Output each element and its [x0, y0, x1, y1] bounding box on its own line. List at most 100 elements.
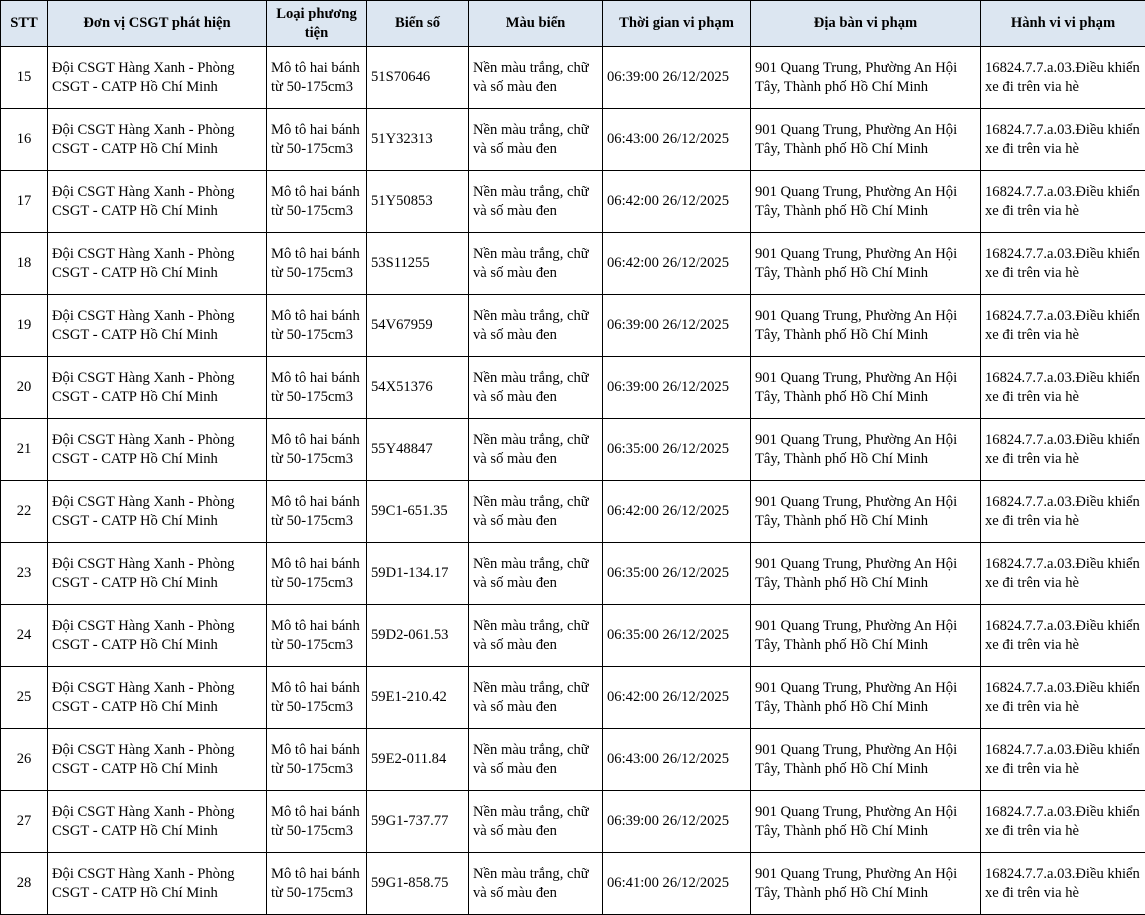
cell-color: Nền màu trắng, chữ và số màu đen [469, 667, 603, 729]
cell-stt: 22 [1, 481, 48, 543]
cell-vehicle: Mô tô hai bánh từ 50-175cm3 [267, 543, 367, 605]
cell-plate-text: 59C1-651.35 [371, 502, 464, 521]
cell-color-text: Nền màu trắng, chữ và số màu đen [473, 865, 598, 902]
cell-color-text: Nền màu trắng, chữ và số màu đen [473, 59, 598, 96]
cell-color-text: Nền màu trắng, chữ và số màu đen [473, 617, 598, 654]
cell-vehicle-text: Mô tô hai bánh từ 50-175cm3 [271, 369, 362, 406]
cell-behavior: 16824.7.7.a.03.Điều khiển xe đi trên via… [981, 357, 1145, 419]
cell-unit: Đội CSGT Hàng Xanh - Phòng CSGT - CATP H… [48, 667, 267, 729]
cell-unit-text: Đội CSGT Hàng Xanh - Phòng CSGT - CATP H… [52, 617, 262, 654]
cell-color-text: Nền màu trắng, chữ và số màu đen [473, 741, 598, 778]
cell-unit: Đội CSGT Hàng Xanh - Phòng CSGT - CATP H… [48, 481, 267, 543]
cell-behavior: 16824.7.7.a.03.Điều khiển xe đi trên via… [981, 791, 1145, 853]
cell-unit-text: Đội CSGT Hàng Xanh - Phòng CSGT - CATP H… [52, 741, 262, 778]
column-header-behavior: Hành vi vi phạm [981, 1, 1145, 47]
cell-time-text: 06:39:00 26/12/2025 [607, 316, 746, 335]
cell-color-text: Nền màu trắng, chữ và số màu đen [473, 803, 598, 840]
cell-color-text: Nền màu trắng, chữ và số màu đen [473, 307, 598, 344]
cell-unit: Đội CSGT Hàng Xanh - Phòng CSGT - CATP H… [48, 791, 267, 853]
cell-color-text: Nền màu trắng, chữ và số màu đen [473, 555, 598, 592]
cell-vehicle: Mô tô hai bánh từ 50-175cm3 [267, 233, 367, 295]
cell-stt-text: 28 [5, 874, 43, 893]
cell-time-text: 06:42:00 26/12/2025 [607, 688, 746, 707]
cell-color: Nền màu trắng, chữ và số màu đen [469, 109, 603, 171]
cell-behavior-text: 16824.7.7.a.03.Điều khiển xe đi trên via… [985, 431, 1141, 468]
cell-plate: 55Y48847 [367, 419, 469, 481]
cell-time-text: 06:41:00 26/12/2025 [607, 874, 746, 893]
column-header-stt: STT [1, 1, 48, 47]
cell-stt: 21 [1, 419, 48, 481]
cell-color-text: Nền màu trắng, chữ và số màu đen [473, 369, 598, 406]
cell-place: 901 Quang Trung, Phường An Hội Tây, Thàn… [751, 853, 981, 915]
cell-plate-text: 59G1-737.77 [371, 812, 464, 831]
cell-vehicle-text: Mô tô hai bánh từ 50-175cm3 [271, 121, 362, 158]
cell-unit-text: Đội CSGT Hàng Xanh - Phòng CSGT - CATP H… [52, 865, 262, 902]
column-header-vehicle: Loại phương tiện [267, 1, 367, 47]
cell-vehicle-text: Mô tô hai bánh từ 50-175cm3 [271, 617, 362, 654]
cell-color: Nền màu trắng, chữ và số màu đen [469, 357, 603, 419]
cell-place: 901 Quang Trung, Phường An Hội Tây, Thàn… [751, 605, 981, 667]
cell-unit: Đội CSGT Hàng Xanh - Phòng CSGT - CATP H… [48, 233, 267, 295]
cell-unit: Đội CSGT Hàng Xanh - Phòng CSGT - CATP H… [48, 109, 267, 171]
cell-stt: 25 [1, 667, 48, 729]
cell-stt-text: 15 [5, 68, 43, 87]
cell-unit-text: Đội CSGT Hàng Xanh - Phòng CSGT - CATP H… [52, 803, 262, 840]
cell-stt: 15 [1, 47, 48, 109]
cell-plate: 54V67959 [367, 295, 469, 357]
cell-place: 901 Quang Trung, Phường An Hội Tây, Thàn… [751, 419, 981, 481]
cell-place: 901 Quang Trung, Phường An Hội Tây, Thàn… [751, 171, 981, 233]
cell-stt: 26 [1, 729, 48, 791]
cell-time-text: 06:39:00 26/12/2025 [607, 812, 746, 831]
cell-vehicle-text: Mô tô hai bánh từ 50-175cm3 [271, 431, 362, 468]
cell-color: Nền màu trắng, chữ và số màu đen [469, 791, 603, 853]
cell-place-text: 901 Quang Trung, Phường An Hội Tây, Thàn… [755, 431, 976, 468]
cell-vehicle-text: Mô tô hai bánh từ 50-175cm3 [271, 245, 362, 282]
cell-behavior: 16824.7.7.a.03.Điều khiển xe đi trên via… [981, 605, 1145, 667]
cell-behavior: 16824.7.7.a.03.Điều khiển xe đi trên via… [981, 419, 1145, 481]
cell-behavior: 16824.7.7.a.03.Điều khiển xe đi trên via… [981, 481, 1145, 543]
cell-stt: 23 [1, 543, 48, 605]
cell-time: 06:43:00 26/12/2025 [603, 729, 751, 791]
cell-unit-text: Đội CSGT Hàng Xanh - Phòng CSGT - CATP H… [52, 679, 262, 716]
cell-color: Nền màu trắng, chữ và số màu đen [469, 481, 603, 543]
cell-unit: Đội CSGT Hàng Xanh - Phòng CSGT - CATP H… [48, 543, 267, 605]
cell-time: 06:35:00 26/12/2025 [603, 419, 751, 481]
cell-vehicle-text: Mô tô hai bánh từ 50-175cm3 [271, 59, 362, 96]
cell-color-text: Nền màu trắng, chữ và số màu đen [473, 245, 598, 282]
column-header-plate: Biển số [367, 1, 469, 47]
cell-color-text: Nền màu trắng, chữ và số màu đen [473, 679, 598, 716]
cell-place-text: 901 Quang Trung, Phường An Hội Tây, Thàn… [755, 307, 976, 344]
cell-plate: 51Y50853 [367, 171, 469, 233]
cell-place-text: 901 Quang Trung, Phường An Hội Tây, Thàn… [755, 555, 976, 592]
table-body: 15 Đội CSGT Hàng Xanh - Phòng CSGT - CATP… [1, 47, 1145, 915]
cell-plate-text: 59E1-210.42 [371, 688, 464, 707]
cell-plate: 59D1-134.17 [367, 543, 469, 605]
cell-plate-text: 59G1-858.75 [371, 874, 464, 893]
cell-unit-text: Đội CSGT Hàng Xanh - Phòng CSGT - CATP H… [52, 555, 262, 592]
cell-place: 901 Quang Trung, Phường An Hội Tây, Thàn… [751, 233, 981, 295]
cell-vehicle-text: Mô tô hai bánh từ 50-175cm3 [271, 555, 362, 592]
cell-behavior-text: 16824.7.7.a.03.Điều khiển xe đi trên via… [985, 803, 1141, 840]
cell-color-text: Nền màu trắng, chữ và số màu đen [473, 493, 598, 530]
cell-vehicle: Mô tô hai bánh từ 50-175cm3 [267, 791, 367, 853]
cell-place-text: 901 Quang Trung, Phường An Hội Tây, Thàn… [755, 803, 976, 840]
cell-vehicle-text: Mô tô hai bánh từ 50-175cm3 [271, 183, 362, 220]
cell-time-text: 06:39:00 26/12/2025 [607, 68, 746, 87]
cell-plate: 59E1-210.42 [367, 667, 469, 729]
cell-behavior: 16824.7.7.a.03.Điều khiển xe đi trên via… [981, 729, 1145, 791]
cell-behavior-text: 16824.7.7.a.03.Điều khiển xe đi trên via… [985, 617, 1141, 654]
cell-behavior-text: 16824.7.7.a.03.Điều khiển xe đi trên via… [985, 865, 1141, 902]
cell-stt-text: 18 [5, 254, 43, 273]
cell-stt: 28 [1, 853, 48, 915]
cell-place-text: 901 Quang Trung, Phường An Hội Tây, Thàn… [755, 59, 976, 96]
cell-behavior-text: 16824.7.7.a.03.Điều khiển xe đi trên via… [985, 245, 1141, 282]
cell-stt-text: 16 [5, 130, 43, 149]
cell-plate-text: 55Y48847 [371, 440, 464, 459]
cell-behavior: 16824.7.7.a.03.Điều khiển xe đi trên via… [981, 109, 1145, 171]
cell-time: 06:41:00 26/12/2025 [603, 853, 751, 915]
